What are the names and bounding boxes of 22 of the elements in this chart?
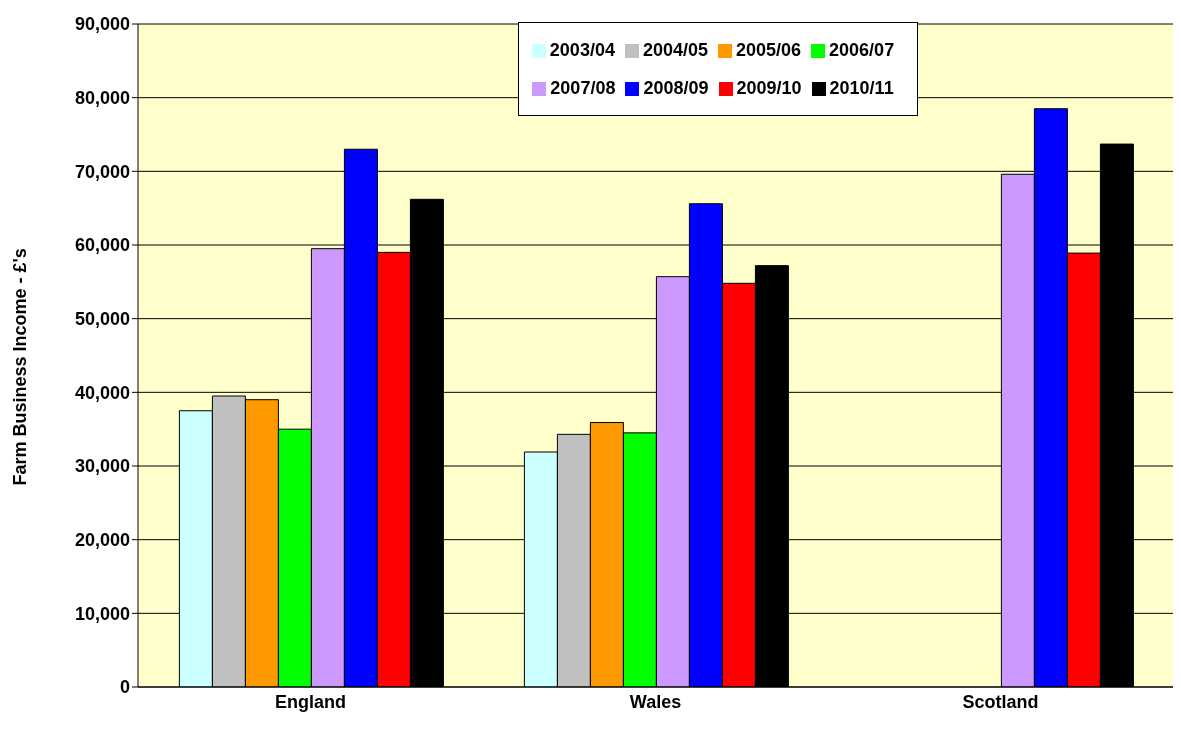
legend-label: 2003/04 bbox=[549, 40, 615, 60]
legend-label: 2008/09 bbox=[643, 78, 709, 98]
x-tick-label: England bbox=[275, 691, 346, 712]
legend-label: 2004/05 bbox=[642, 40, 708, 60]
y-tick-label: 60,000 bbox=[74, 235, 130, 256]
legend-label: 2010/11 bbox=[829, 78, 894, 98]
x-tick-label: Wales bbox=[629, 691, 682, 712]
y-tick-label: 70,000 bbox=[74, 161, 130, 182]
y-tick-label: 80,000 bbox=[74, 88, 130, 109]
legend-label: 2007/08 bbox=[550, 78, 616, 98]
y-tick-label: 20,000 bbox=[74, 530, 130, 551]
y-tick-label: 90,000 bbox=[74, 14, 130, 35]
y-tick-label: 0 bbox=[119, 677, 130, 698]
legend-label: 2006/07 bbox=[829, 40, 895, 60]
y-axis-title: Farm Business Income - £'s bbox=[10, 248, 31, 486]
y-tick-label: 10,000 bbox=[74, 603, 130, 624]
y-tick-label: 40,000 bbox=[74, 382, 130, 403]
y-tick-label: 50,000 bbox=[74, 309, 130, 330]
y-tick-label: 30,000 bbox=[74, 456, 130, 477]
legend-label: 2005/06 bbox=[736, 40, 802, 60]
x-tick-label: Scotland bbox=[962, 691, 1039, 712]
legend-label: 2009/10 bbox=[736, 78, 802, 98]
